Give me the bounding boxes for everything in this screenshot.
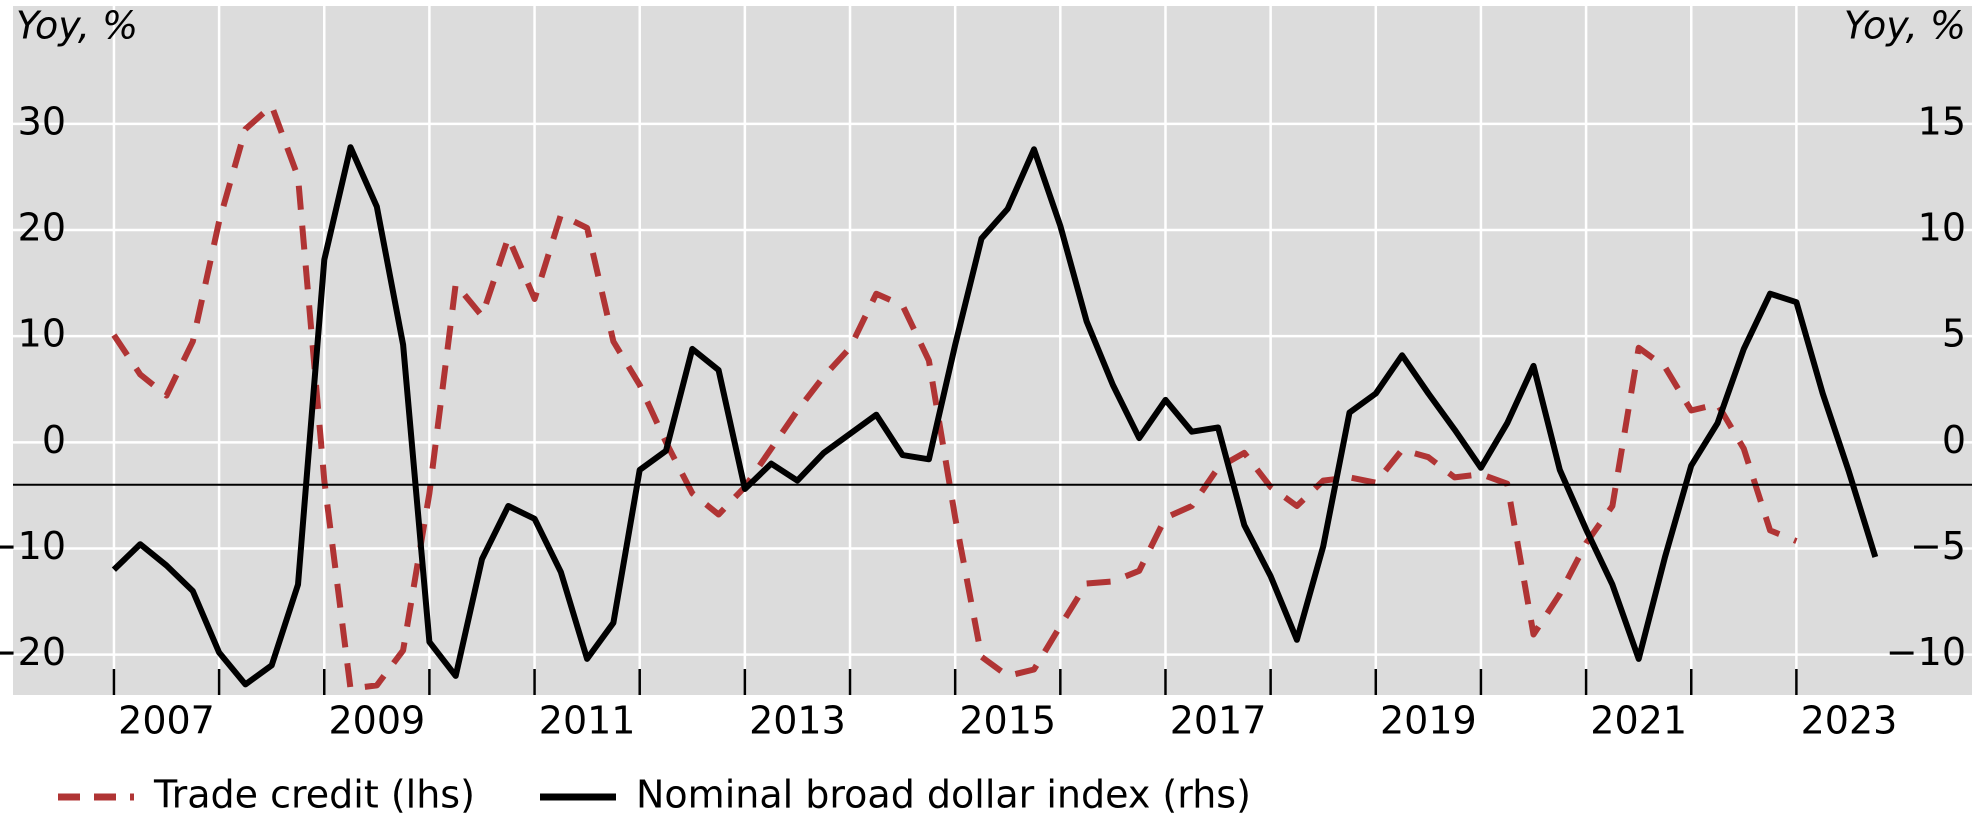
marks — [111, 102, 1879, 692]
series-line — [111, 102, 1798, 692]
y2-tick-label: 15 — [1918, 99, 1966, 143]
y2-tick-label: 0 — [1942, 418, 1966, 462]
x-tick-label: 2023 — [1801, 699, 1898, 743]
series-line — [111, 144, 1879, 688]
x-tick-label: 2007 — [118, 699, 215, 743]
y-tick-label: 0 — [42, 418, 66, 462]
x-tick-label: 2013 — [749, 699, 846, 743]
x-tick-label: 2015 — [959, 699, 1056, 743]
y-tick-label: 10 — [18, 312, 66, 356]
y-tick-label: −20 — [0, 630, 66, 674]
y2-tick-label: −5 — [1910, 524, 1966, 568]
y2-axis-label: Yoy, % — [1844, 4, 1966, 48]
y2-tick-label: −10 — [1886, 630, 1966, 674]
y2-tick-label: 10 — [1918, 206, 1966, 250]
x-tick-label: 2021 — [1590, 699, 1687, 743]
y-tick-label: 30 — [18, 99, 66, 143]
x-tick-label: 2011 — [539, 699, 636, 743]
y-axis-label: Yoy, % — [16, 4, 138, 48]
y-tick-label: 20 — [18, 206, 66, 250]
legend-label: Nominal broad dollar index (rhs) — [636, 773, 1251, 817]
x-tick-label: 2019 — [1380, 699, 1477, 743]
y2-tick-label: 5 — [1942, 312, 1966, 356]
legend-label: Trade credit (lhs) — [153, 773, 475, 817]
plot-background — [13, 6, 1972, 695]
y-tick-label: −10 — [0, 524, 66, 568]
x-tick-label: 2017 — [1170, 699, 1267, 743]
x-tick-label: 2009 — [328, 699, 425, 743]
